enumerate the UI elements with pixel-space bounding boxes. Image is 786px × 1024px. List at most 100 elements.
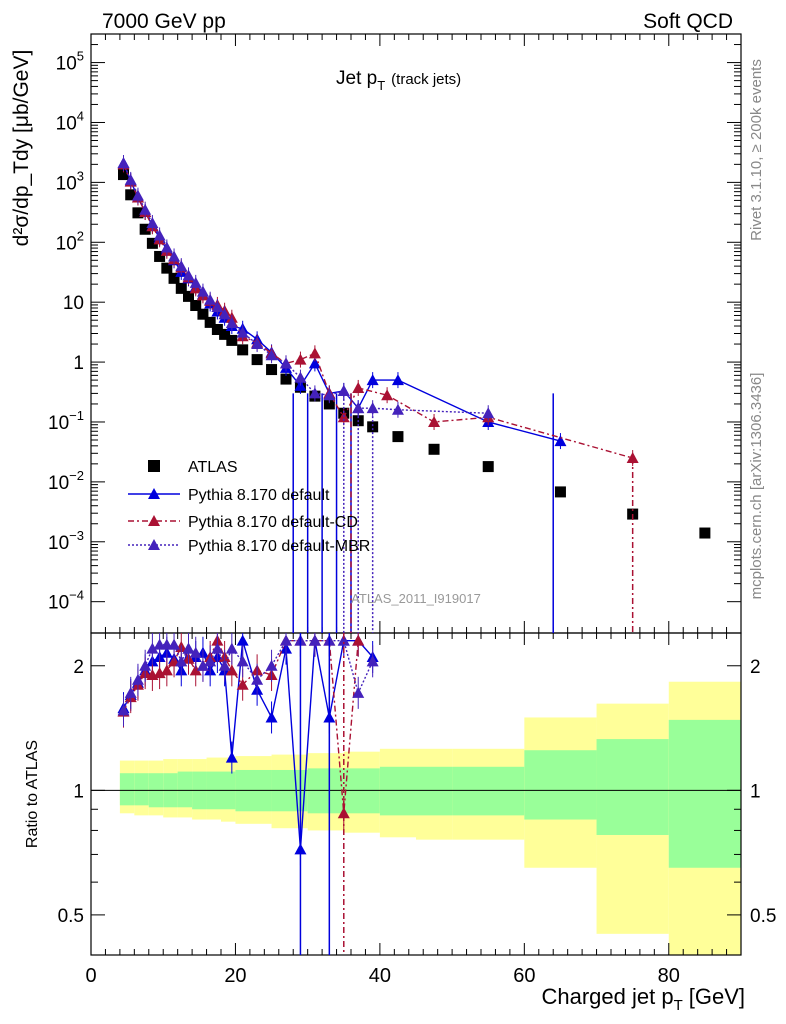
series-point bbox=[251, 338, 264, 350]
series-point bbox=[139, 203, 152, 215]
ratio-ylabel: Ratio to ATLAS bbox=[24, 740, 41, 848]
series-point bbox=[117, 157, 130, 169]
series-point bbox=[211, 301, 224, 313]
atlas-point bbox=[139, 223, 151, 235]
series-point bbox=[391, 403, 404, 415]
y-tick-label: 10−2 bbox=[48, 468, 84, 494]
ratio-point bbox=[236, 678, 249, 690]
series-point bbox=[131, 189, 144, 201]
series-point bbox=[280, 357, 292, 369]
ratio-point bbox=[352, 686, 365, 698]
series-point bbox=[189, 276, 202, 288]
ratio-y-tick-label: 0.5 bbox=[58, 906, 84, 927]
atlas-point bbox=[323, 398, 335, 410]
legend-marker bbox=[148, 539, 160, 550]
legend-marker-atlas bbox=[148, 460, 160, 472]
series-pythia-8-170-default-cd bbox=[117, 156, 639, 633]
ratio-point bbox=[366, 655, 379, 667]
y-tick-exponent: 5 bbox=[77, 49, 84, 64]
atlas-point bbox=[211, 323, 223, 335]
ratio-point bbox=[236, 655, 249, 667]
y-tick-exponent: 3 bbox=[77, 168, 84, 183]
series-point bbox=[294, 371, 307, 383]
ratio-point bbox=[131, 673, 144, 685]
x-axis-label-unit: [GeV] bbox=[689, 984, 745, 1009]
ratio-point bbox=[168, 638, 181, 650]
mcplots-label: mcplots.cern.ch [arXiv:1306.3436] bbox=[748, 373, 765, 600]
ratio-point bbox=[225, 664, 238, 676]
legend-marker bbox=[148, 488, 160, 499]
series-point bbox=[153, 229, 166, 241]
atlas-point bbox=[428, 443, 440, 455]
series-point bbox=[381, 389, 394, 401]
ratio-point bbox=[204, 655, 217, 667]
ratio-point bbox=[251, 673, 264, 685]
ratio-point bbox=[236, 634, 249, 646]
legend-entry: ATLAS bbox=[188, 459, 238, 476]
ratio-point bbox=[308, 634, 321, 646]
watermark-label: ATLAS_2011_I919017 bbox=[351, 591, 481, 606]
header-left: 7000 GeV pp bbox=[102, 10, 226, 33]
band-green bbox=[307, 768, 344, 814]
ratio-point bbox=[337, 807, 350, 819]
series-atlas bbox=[118, 169, 711, 539]
series-point bbox=[626, 452, 639, 464]
series-point bbox=[391, 374, 404, 386]
y-tick-label: 104 bbox=[56, 108, 84, 134]
band-green bbox=[524, 750, 597, 820]
series-point bbox=[218, 308, 231, 320]
series-point bbox=[308, 387, 321, 399]
atlas-point bbox=[146, 237, 158, 249]
ratio-point bbox=[160, 664, 173, 676]
ratio-y-tick-label-right: 0.5 bbox=[750, 906, 776, 927]
ratio-point bbox=[146, 642, 159, 654]
atlas-point bbox=[226, 334, 238, 346]
x-tick-label: 0 bbox=[85, 965, 96, 987]
ratio-point bbox=[352, 634, 365, 646]
legend-entry: Pythia 8.170 default-MBR bbox=[188, 538, 370, 555]
series-point bbox=[323, 389, 336, 401]
atlas-point bbox=[125, 189, 137, 201]
atlas-point bbox=[161, 262, 173, 274]
rivet-label: Rivet 3.1.10, ≥ 200k events bbox=[748, 59, 765, 241]
series-point bbox=[352, 381, 365, 393]
band-green bbox=[596, 739, 669, 835]
atlas-point bbox=[699, 527, 711, 539]
ratio-y-tick-label: 2 bbox=[73, 657, 84, 678]
series-point bbox=[308, 347, 321, 359]
series-line bbox=[122, 162, 489, 414]
ratio-uncertainty-bands bbox=[119, 681, 741, 955]
series-point bbox=[352, 402, 365, 414]
atlas-point bbox=[367, 421, 379, 433]
chart-title: Jet pT (track jets) bbox=[336, 68, 461, 93]
atlas-point bbox=[168, 272, 180, 284]
y-tick-label: 10−4 bbox=[48, 588, 84, 614]
series-point bbox=[204, 293, 217, 305]
ratio-point bbox=[182, 642, 195, 654]
ratio-frame bbox=[90, 632, 742, 956]
series-point bbox=[168, 250, 181, 262]
band-green bbox=[416, 766, 453, 816]
y-tick-exponent: −4 bbox=[69, 588, 84, 603]
ratio-point bbox=[337, 634, 350, 646]
axes-frames bbox=[90, 33, 742, 956]
legend: ATLAS Pythia 8.170 default Pythia 8.170 de… bbox=[128, 459, 370, 555]
y-tick-exponent: −3 bbox=[69, 528, 84, 543]
main-ylabel: d²σ/dp_Tdy [μb/GeV] bbox=[10, 50, 33, 247]
series-point bbox=[337, 384, 350, 396]
ratio-y-tick-label: 1 bbox=[73, 781, 84, 802]
atlas-point bbox=[237, 344, 249, 356]
y-tick-label: 10−1 bbox=[48, 408, 84, 434]
x-tick-label: 60 bbox=[513, 965, 535, 987]
header-right: Soft QCD bbox=[643, 10, 733, 33]
y-tick-label: 1 bbox=[73, 353, 84, 374]
series-pythia-8-170-default-mbr bbox=[117, 155, 495, 633]
y-tick-label: 102 bbox=[56, 228, 84, 254]
series-point bbox=[146, 216, 159, 228]
x-axis-label: Charged jet pT [GeV] bbox=[541, 984, 745, 1014]
atlas-point bbox=[175, 282, 187, 294]
chart-title-subscript: T bbox=[377, 78, 385, 93]
atlas-point bbox=[392, 431, 404, 443]
y-tick-label: 105 bbox=[56, 49, 84, 75]
